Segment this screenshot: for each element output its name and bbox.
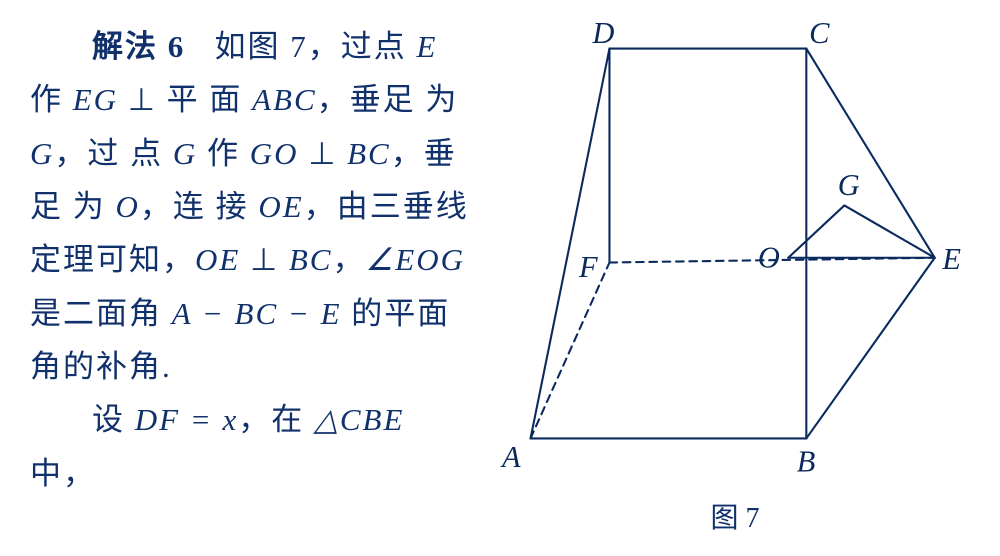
solution-label: 解法 6 xyxy=(92,29,185,64)
text-column: 解法 6 如图 7，过点 E 作 EG ⊥ 平 面 ABC，垂足 为 G，过 点… xyxy=(30,20,500,536)
svg-text:D: D xyxy=(591,20,614,50)
geometry-diagram: A B E F D C O G xyxy=(500,20,970,486)
paragraph-1: 解法 6 如图 7，过点 E 作 EG ⊥ 平 面 ABC，垂足 为 G，过 点… xyxy=(30,20,480,393)
svg-text:B: B xyxy=(797,445,816,479)
svg-text:O: O xyxy=(758,240,780,274)
svg-text:C: C xyxy=(809,20,830,50)
svg-text:G: G xyxy=(838,168,860,202)
svg-text:A: A xyxy=(500,440,521,474)
svg-text:E: E xyxy=(941,242,961,276)
figure-column: A B E F D C O G 图 7 xyxy=(500,20,970,536)
svg-text:F: F xyxy=(578,250,598,284)
paragraph-2: 设 DF = x，在 △CBE 中， xyxy=(30,393,480,500)
figure-caption: 图 7 xyxy=(710,496,759,536)
